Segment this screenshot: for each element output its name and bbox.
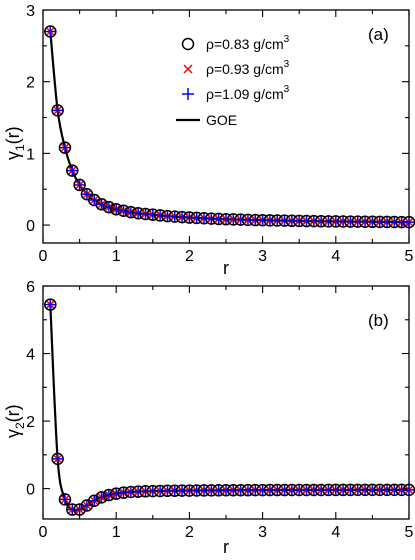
- legend-marker-plus: [182, 88, 194, 100]
- goe-curve-b: [49, 304, 409, 512]
- legend-label-2-sup: 3: [284, 84, 290, 95]
- y-axis-label-b: γ2(r): [3, 404, 27, 438]
- x-tick-label-b-4: 4: [331, 524, 340, 541]
- y-axis-label-b-sub: 2: [13, 422, 27, 429]
- x-tick-label-b-1: 1: [112, 524, 121, 541]
- y-axis-label-b-suffix: (r): [3, 404, 23, 422]
- point-plus-a-8: [103, 202, 114, 213]
- point-plus-b-7: [96, 492, 107, 503]
- x-tick-label-a-5: 5: [405, 248, 414, 265]
- legend-label-2: ρ=1.09 g/cm3: [206, 84, 290, 102]
- point-plus-b-49: [404, 484, 414, 495]
- x-tick-label-b-5: 5: [405, 524, 414, 541]
- legend-label-1-text: ρ=0.93 g/cm: [206, 61, 284, 77]
- point-circle-b-6: [87, 494, 101, 508]
- point-plus-a-4: [74, 179, 85, 190]
- x-axis-label-a: r: [223, 258, 229, 278]
- panel-label-b: (b): [368, 311, 389, 330]
- point-circle-b-1: [51, 452, 64, 466]
- legend-label-2-text: ρ=1.09 g/cm: [206, 86, 284, 102]
- y-tick-label-b-1: 2: [26, 414, 35, 431]
- point-plus-b-8: [103, 490, 114, 501]
- x-tick-label-a-0: 0: [39, 248, 48, 265]
- point-circle-a-1: [51, 104, 64, 117]
- point-plus-b-9: [111, 488, 122, 499]
- point-plus-a-5: [81, 189, 92, 200]
- marks-b: [44, 298, 415, 516]
- x-tick-label-a-4: 4: [331, 248, 340, 265]
- x-tick-label-b-2: 2: [185, 524, 194, 541]
- y-axis-label-a-suffix: (r): [3, 126, 23, 144]
- point-circle-a-4: [73, 178, 86, 192]
- point-plus-a-9: [111, 204, 122, 215]
- x-tick-label-b-3: 3: [258, 524, 267, 541]
- marks-a: [44, 25, 415, 229]
- y-tick-label-a-0: 0: [26, 218, 35, 235]
- legend-label-0-text: ρ=0.83 g/cm: [206, 36, 284, 52]
- y-tick-label-b-2: 4: [26, 347, 35, 364]
- y-tick-label-b-0: 0: [26, 482, 35, 499]
- legend-label-1-sup: 3: [284, 59, 290, 70]
- x-tick-label-b-0: 0: [39, 524, 48, 541]
- point-plus-a-3: [67, 165, 78, 176]
- point-plus-b-1: [52, 453, 63, 464]
- legend-label-0-sup: 3: [284, 34, 290, 45]
- point-plus-b-0: [45, 299, 56, 310]
- panel-label-a: (a): [368, 25, 389, 44]
- point-plus-a-1: [52, 105, 63, 116]
- point-circle-a-2: [58, 141, 72, 154]
- point-plus-a-10: [118, 205, 129, 216]
- point-plus-a-2: [59, 142, 70, 153]
- x-tick-label-a-2: 2: [185, 248, 194, 265]
- y-axis-label-a-sub: 1: [13, 144, 27, 151]
- point-circle-b-4: [73, 503, 86, 516]
- point-circle-b-2: [58, 493, 72, 506]
- ticks-b: 0 1 2 3 4 5 0 2 4 6: [26, 279, 413, 541]
- point-plus-a-49: [404, 217, 414, 228]
- legend-label-3: GOE: [206, 112, 237, 128]
- legend-label-1: ρ=0.93 g/cm3: [206, 59, 290, 77]
- y-axis-label-a: γ1(r): [3, 126, 27, 160]
- x-tick-label-a-3: 3: [258, 248, 267, 265]
- y-tick-label-a-2: 2: [26, 75, 35, 92]
- y-axis-label-a-main: γ: [3, 151, 23, 160]
- x-tick-label-a-1: 1: [112, 248, 121, 265]
- point-plus-b-2: [59, 494, 70, 505]
- legend-marker-x: [183, 64, 193, 74]
- legend: ρ=0.83 g/cm3 ρ=0.93 g/cm3 ρ=1.09 g/cm3 G…: [176, 34, 290, 128]
- x-axis-label-b: r: [223, 537, 229, 557]
- y-axis-label-b-main: γ: [3, 429, 23, 438]
- point-circle-a-6: [87, 193, 101, 207]
- y-tick-label-b-3: 6: [26, 279, 35, 296]
- legend-marker-circle: [181, 37, 195, 51]
- legend-label-0: ρ=0.83 g/cm3: [206, 34, 290, 52]
- y-tick-label-a-3: 3: [26, 3, 35, 20]
- point-plus-a-0: [45, 26, 56, 37]
- point-circle-b-0: [44, 298, 57, 311]
- point-circle-a-3: [66, 164, 79, 177]
- point-circle-a-0: [44, 25, 57, 38]
- y-tick-label-a-1: 1: [26, 146, 35, 163]
- point-plus-a-11: [125, 207, 136, 218]
- ticks-a: 0 1 2 3 4 5 0 1 2 3: [26, 3, 413, 265]
